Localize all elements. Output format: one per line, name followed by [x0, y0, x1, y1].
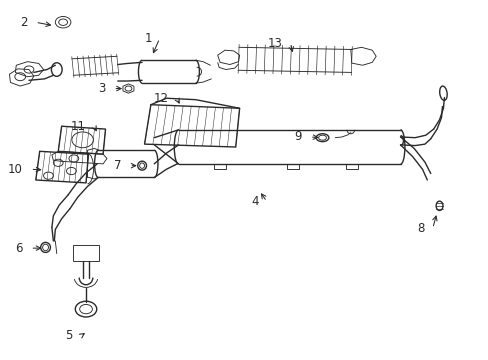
Text: 8: 8	[417, 222, 424, 235]
Text: 5: 5	[65, 329, 73, 342]
Ellipse shape	[439, 86, 446, 100]
Text: 7: 7	[114, 159, 122, 172]
Text: 1: 1	[144, 32, 152, 45]
Text: 10: 10	[8, 163, 22, 176]
Text: 3: 3	[98, 82, 105, 95]
Text: 4: 4	[251, 195, 259, 208]
Text: 11: 11	[71, 120, 86, 133]
Text: 12: 12	[154, 92, 168, 105]
Text: 9: 9	[294, 130, 302, 144]
Text: 13: 13	[267, 36, 282, 50]
Text: 2: 2	[20, 16, 27, 29]
Text: 6: 6	[15, 242, 22, 255]
